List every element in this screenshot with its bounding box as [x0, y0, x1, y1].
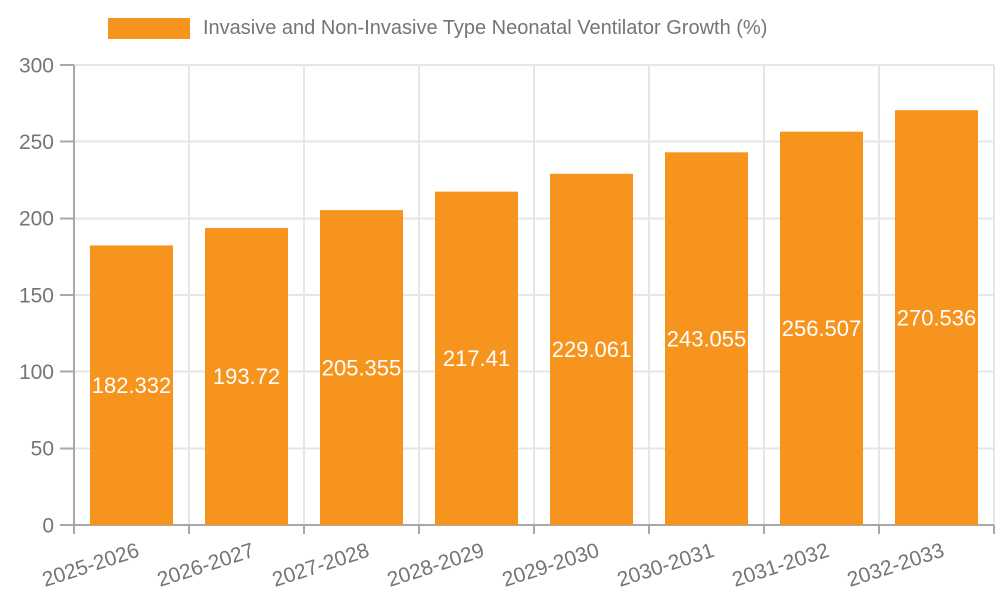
- bar-value-label: 243.055: [667, 326, 747, 351]
- y-tick-label: 150: [19, 284, 54, 307]
- bar[interactable]: [205, 227, 288, 526]
- x-axis-label: 2031-2032: [729, 539, 832, 592]
- legend-swatch: [108, 18, 190, 39]
- bar-value-label: 193.72: [213, 364, 280, 389]
- x-axis-label: 2030-2031: [614, 539, 717, 592]
- legend-label: Invasive and Non-Invasive Type Neonatal …: [203, 17, 768, 39]
- x-axis-label: 2029-2030: [499, 539, 602, 592]
- bar[interactable]: [435, 191, 518, 525]
- y-tick-label: 0: [42, 514, 54, 537]
- y-tick-label: 250: [19, 131, 54, 154]
- bar[interactable]: [780, 131, 863, 525]
- bar-value-label: 270.536: [897, 305, 977, 330]
- x-axis-label: 2026-2027: [154, 539, 257, 592]
- x-axis-label: 2027-2028: [269, 539, 372, 592]
- bar-value-label: 205.355: [322, 355, 402, 380]
- y-tick-label: 300: [19, 54, 54, 77]
- bar[interactable]: [550, 173, 633, 525]
- bar[interactable]: [895, 110, 978, 525]
- x-axis-label: 2028-2029: [384, 539, 487, 592]
- bar[interactable]: [665, 152, 748, 525]
- bar-value-label: 182.332: [92, 373, 172, 398]
- bar-value-label: 256.507: [782, 316, 862, 341]
- legend-item[interactable]: Invasive and Non-Invasive Type Neonatal …: [108, 17, 767, 40]
- y-tick-label: 50: [31, 438, 54, 461]
- bar[interactable]: [90, 245, 173, 526]
- bar-value-label: 229.061: [552, 337, 632, 362]
- x-axis-label: 2032-2033: [844, 539, 947, 592]
- y-tick-label: 100: [19, 361, 54, 384]
- bar[interactable]: [320, 210, 403, 526]
- y-tick-label: 200: [19, 208, 54, 231]
- x-axis-label: 2025-2026: [39, 539, 142, 592]
- bar-value-label: 217.41: [443, 346, 510, 371]
